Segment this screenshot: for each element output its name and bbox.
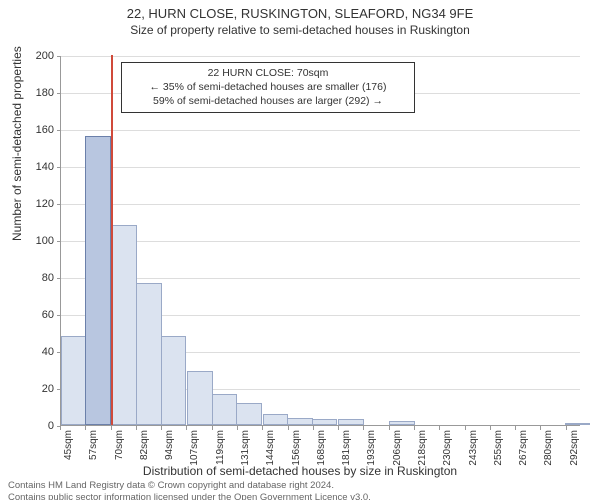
xtick-mark <box>515 426 516 430</box>
x-axis-label: Distribution of semi-detached houses by … <box>0 464 600 478</box>
xtick-mark <box>136 426 137 430</box>
histogram-bar <box>112 225 137 425</box>
chart-subtitle: Size of property relative to semi-detach… <box>0 23 600 37</box>
histogram-bar <box>85 136 110 425</box>
xtick-label: 45sqm <box>63 430 74 460</box>
histogram-bar <box>61 336 86 425</box>
ytick-label: 40 <box>24 346 54 358</box>
chart-container: { "title": "22, HURN CLOSE, RUSKINGTON, … <box>0 6 600 500</box>
histogram-bar <box>338 419 363 425</box>
xtick-label: 230sqm <box>442 430 453 466</box>
xtick-mark <box>566 426 567 430</box>
xtick-label: 131sqm <box>240 430 251 466</box>
xtick-mark <box>338 426 339 430</box>
ytick-label: 20 <box>24 383 54 395</box>
ytick-mark <box>57 167 61 168</box>
xtick-label: 94sqm <box>164 430 175 460</box>
xtick-mark <box>237 426 238 430</box>
ytick-mark <box>57 93 61 94</box>
xtick-mark <box>363 426 364 430</box>
xtick-mark <box>161 426 162 430</box>
ytick-label: 60 <box>24 309 54 321</box>
histogram-bar <box>212 394 237 425</box>
ytick-label: 160 <box>24 124 54 136</box>
chart-title: 22, HURN CLOSE, RUSKINGTON, SLEAFORD, NG… <box>0 6 600 21</box>
xtick-mark <box>212 426 213 430</box>
xtick-mark <box>414 426 415 430</box>
xtick-label: 156sqm <box>291 430 302 466</box>
y-axis-label: Number of semi-detached properties <box>10 46 24 241</box>
footer-line2: Contains public sector information licen… <box>8 492 371 500</box>
property-marker-line <box>111 55 113 425</box>
xtick-mark <box>439 426 440 430</box>
xtick-mark <box>288 426 289 430</box>
xtick-label: 218sqm <box>417 430 428 466</box>
annotation-line3: 59% of semi-detached houses are larger (… <box>128 94 408 108</box>
xtick-label: 70sqm <box>114 430 125 460</box>
xtick-label: 292sqm <box>569 430 580 466</box>
ytick-mark <box>57 130 61 131</box>
histogram-bar <box>187 371 212 425</box>
footer-line1: Contains HM Land Registry data © Crown c… <box>8 480 371 492</box>
ytick-label: 120 <box>24 198 54 210</box>
ytick-label: 140 <box>24 161 54 173</box>
gridline-h <box>61 204 580 205</box>
ytick-label: 0 <box>24 420 54 432</box>
histogram-bar <box>136 283 161 425</box>
annotation-line2: ← 35% of semi-detached houses are smalle… <box>128 80 408 94</box>
xtick-label: 181sqm <box>341 430 352 466</box>
ytick-mark <box>57 56 61 57</box>
gridline-h <box>61 167 580 168</box>
histogram-bar <box>287 418 312 425</box>
gridline-h <box>61 56 580 57</box>
xtick-mark <box>313 426 314 430</box>
plot-area: 22 HURN CLOSE: 70sqm ← 35% of semi-detac… <box>60 56 580 426</box>
footer-attribution: Contains HM Land Registry data © Crown c… <box>8 480 371 500</box>
xtick-label: 57sqm <box>88 430 99 460</box>
ytick-label: 100 <box>24 235 54 247</box>
xtick-mark <box>111 426 112 430</box>
ytick-label: 180 <box>24 87 54 99</box>
ytick-mark <box>57 204 61 205</box>
plot-wrapper: 22 HURN CLOSE: 70sqm ← 35% of semi-detac… <box>60 56 580 426</box>
xtick-label: 144sqm <box>265 430 276 466</box>
ytick-mark <box>57 278 61 279</box>
xtick-label: 255sqm <box>493 430 504 466</box>
xtick-label: 206sqm <box>392 430 403 466</box>
xtick-mark <box>186 426 187 430</box>
histogram-bar <box>236 403 261 425</box>
xtick-mark <box>60 426 61 430</box>
gridline-h <box>61 130 580 131</box>
ytick-mark <box>57 315 61 316</box>
histogram-bar <box>161 336 186 425</box>
ytick-label: 80 <box>24 272 54 284</box>
xtick-mark <box>490 426 491 430</box>
histogram-bar <box>312 419 337 425</box>
xtick-label: 243sqm <box>468 430 479 466</box>
annotation-box: 22 HURN CLOSE: 70sqm ← 35% of semi-detac… <box>121 62 415 113</box>
histogram-bar <box>565 423 590 425</box>
xtick-label: 267sqm <box>518 430 529 466</box>
xtick-label: 168sqm <box>316 430 327 466</box>
xtick-label: 119sqm <box>215 430 226 465</box>
gridline-h <box>61 241 580 242</box>
histogram-bar <box>389 421 414 425</box>
xtick-label: 280sqm <box>543 430 554 466</box>
xtick-mark <box>465 426 466 430</box>
histogram-bar <box>263 414 288 425</box>
ytick-label: 200 <box>24 50 54 62</box>
xtick-label: 82sqm <box>139 430 150 460</box>
xtick-label: 107sqm <box>189 430 200 466</box>
xtick-mark <box>389 426 390 430</box>
gridline-h <box>61 278 580 279</box>
xtick-mark <box>85 426 86 430</box>
xtick-mark <box>540 426 541 430</box>
ytick-mark <box>57 241 61 242</box>
annotation-line1: 22 HURN CLOSE: 70sqm <box>128 66 408 80</box>
xtick-mark <box>262 426 263 430</box>
xtick-label: 193sqm <box>366 430 377 466</box>
